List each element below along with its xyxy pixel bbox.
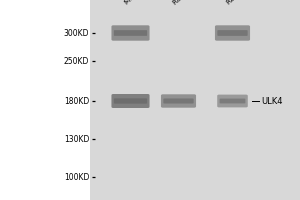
Text: 100KD: 100KD [64,172,89,182]
Text: 180KD: 180KD [64,97,89,106]
FancyBboxPatch shape [112,25,150,41]
FancyBboxPatch shape [217,95,248,107]
FancyBboxPatch shape [114,98,147,104]
FancyBboxPatch shape [112,94,150,108]
FancyBboxPatch shape [215,25,250,41]
Text: Rat lung: Rat lung [172,0,198,6]
FancyBboxPatch shape [114,30,147,36]
Text: 130KD: 130KD [64,134,89,144]
FancyBboxPatch shape [218,30,248,36]
Text: ULK4: ULK4 [261,97,283,106]
FancyBboxPatch shape [161,94,196,108]
FancyBboxPatch shape [220,99,245,103]
Text: 300KD: 300KD [64,28,89,38]
Text: 250KD: 250KD [64,56,89,66]
FancyBboxPatch shape [163,98,194,104]
Bar [90,0,300,200]
Text: Rat brain: Rat brain [226,0,254,6]
Text: Mouse brain: Mouse brain [124,0,160,6]
